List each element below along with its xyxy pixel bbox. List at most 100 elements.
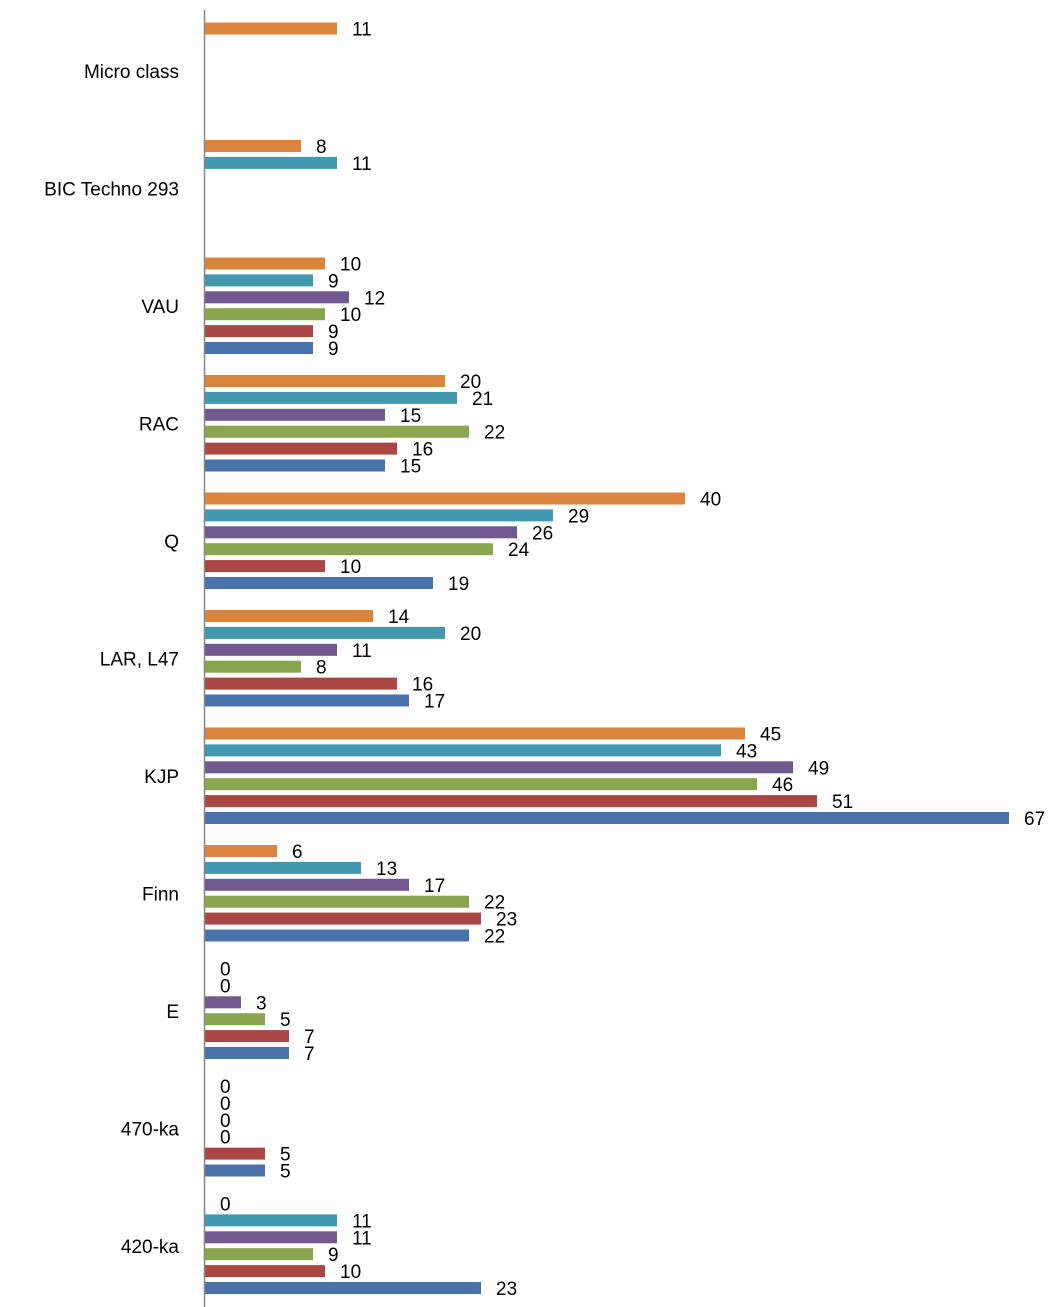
data-label-vau-series-3: 10 bbox=[340, 305, 361, 326]
data-label-finn-series-3: 22 bbox=[484, 893, 505, 914]
data-label-bic-techno-293-series-6: 8 bbox=[316, 137, 327, 158]
data-label-vau-series-5: 9 bbox=[328, 271, 339, 292]
data-label-470-ka-series-6: 0 bbox=[220, 1077, 231, 1098]
category-label-420-ka: 420-ka bbox=[121, 1237, 180, 1258]
data-label-finn-series-5: 13 bbox=[376, 859, 397, 880]
data-label-micro-class-series-6: 11 bbox=[352, 20, 372, 41]
category-label-finn: Finn bbox=[142, 884, 179, 905]
bar-rac-series-5 bbox=[205, 391, 457, 404]
bar-finn-series-1 bbox=[205, 929, 469, 942]
data-label-e-series-4: 3 bbox=[256, 993, 267, 1014]
data-label-rac-series-1: 15 bbox=[400, 457, 421, 478]
data-label-bic-techno-293-series-5: 11 bbox=[352, 154, 372, 175]
data-label-q-series-4: 26 bbox=[532, 523, 553, 544]
bar-vau-series-4 bbox=[205, 291, 349, 304]
bar-rac-series-4 bbox=[205, 408, 385, 421]
bar-420-ka-series-4 bbox=[205, 1231, 337, 1244]
bar-kjp-series-2 bbox=[205, 795, 817, 808]
data-label-kjp-series-1: 67 bbox=[1024, 809, 1045, 830]
data-label-lar-l47-series-6: 14 bbox=[388, 607, 410, 628]
data-label-q-series-2: 10 bbox=[340, 557, 361, 578]
bar-bic-techno-293-series-5 bbox=[205, 156, 337, 169]
bar-470-ka-series-1 bbox=[205, 1164, 265, 1177]
data-label-420-ka-series-1: 23 bbox=[496, 1279, 517, 1300]
bar-kjp-series-4 bbox=[205, 761, 793, 774]
bar-vau-series-1 bbox=[205, 342, 313, 354]
category-label-q: Q bbox=[164, 532, 179, 553]
data-label-q-series-3: 24 bbox=[508, 540, 530, 561]
bar-bic-techno-293-series-6 bbox=[205, 140, 301, 152]
data-label-e-series-6: 0 bbox=[220, 960, 231, 981]
bar-finn-series-6 bbox=[205, 845, 277, 857]
category-label-470-ka: 470-ka bbox=[121, 1119, 180, 1140]
data-label-rac-series-6: 20 bbox=[460, 372, 481, 393]
data-label-rac-series-3: 22 bbox=[484, 423, 505, 444]
bar-lar-l47-series-4 bbox=[205, 643, 337, 656]
category-label-lar-l47: LAR, L47 bbox=[100, 649, 179, 670]
bar-470-ka-series-2 bbox=[205, 1147, 265, 1160]
bar-q-series-5 bbox=[205, 509, 553, 522]
data-label-kjp-series-4: 49 bbox=[808, 758, 829, 779]
data-label-q-series-5: 29 bbox=[568, 506, 589, 527]
category-label-bic-techno-293: BIC Techno 293 bbox=[44, 179, 179, 200]
category-label-kjp: KJP bbox=[144, 767, 179, 788]
data-label-e-series-2: 7 bbox=[304, 1027, 315, 1048]
data-label-kjp-series-6: 45 bbox=[760, 725, 781, 746]
bar-finn-series-5 bbox=[205, 861, 361, 874]
data-label-420-ka-series-3: 9 bbox=[328, 1245, 339, 1266]
data-label-finn-series-2: 23 bbox=[496, 910, 517, 931]
data-label-rac-series-4: 15 bbox=[400, 406, 421, 427]
bar-kjp-series-5 bbox=[205, 744, 721, 757]
data-label-e-series-3: 5 bbox=[280, 1010, 291, 1031]
data-label-470-ka-series-2: 5 bbox=[280, 1145, 291, 1166]
bar-q-series-6 bbox=[205, 492, 685, 505]
data-label-470-ka-series-3: 0 bbox=[220, 1128, 231, 1149]
bar-e-series-3 bbox=[205, 1013, 265, 1026]
category-label-rac: RAC bbox=[139, 414, 179, 435]
data-labels: 2310911110550000775300222322171366751464… bbox=[220, 20, 1045, 1301]
bar-vau-series-6 bbox=[205, 257, 325, 270]
bar-vau-series-3 bbox=[205, 308, 325, 321]
bar-rac-series-2 bbox=[205, 442, 397, 455]
data-label-lar-l47-series-1: 17 bbox=[424, 692, 445, 713]
bars-layer bbox=[205, 22, 1009, 1294]
bar-lar-l47-series-6 bbox=[205, 610, 373, 622]
data-label-lar-l47-series-2: 16 bbox=[412, 675, 433, 696]
data-label-vau-series-2: 9 bbox=[328, 322, 339, 343]
data-label-kjp-series-5: 43 bbox=[736, 741, 757, 762]
data-label-420-ka-series-6: 0 bbox=[220, 1195, 231, 1216]
data-label-kjp-series-3: 46 bbox=[772, 775, 793, 796]
bar-e-series-1 bbox=[205, 1047, 289, 1059]
bar-lar-l47-series-5 bbox=[205, 626, 445, 639]
data-label-420-ka-series-4: 11 bbox=[352, 1228, 372, 1249]
data-label-finn-series-6: 6 bbox=[292, 842, 303, 863]
bar-finn-series-4 bbox=[205, 878, 409, 891]
data-label-lar-l47-series-4: 11 bbox=[352, 641, 372, 662]
bar-q-series-2 bbox=[205, 560, 325, 573]
bar-420-ka-series-1 bbox=[205, 1282, 481, 1294]
bar-kjp-series-1 bbox=[205, 812, 1009, 824]
bar-420-ka-series-5 bbox=[205, 1214, 337, 1227]
category-label-micro-class: Micro class bbox=[84, 62, 179, 83]
bar-lar-l47-series-1 bbox=[205, 694, 409, 707]
data-label-420-ka-series-5: 11 bbox=[352, 1211, 372, 1232]
data-label-finn-series-4: 17 bbox=[424, 876, 445, 897]
category-label-vau: VAU bbox=[141, 297, 179, 318]
bar-kjp-series-3 bbox=[205, 778, 757, 791]
data-label-lar-l47-series-5: 20 bbox=[460, 624, 481, 645]
data-label-kjp-series-2: 51 bbox=[832, 792, 853, 813]
bar-vau-series-2 bbox=[205, 325, 313, 338]
bar-e-series-2 bbox=[205, 1030, 289, 1043]
bar-lar-l47-series-2 bbox=[205, 677, 397, 690]
bar-e-series-4 bbox=[205, 996, 241, 1009]
bar-lar-l47-series-3 bbox=[205, 660, 301, 673]
data-label-finn-series-1: 22 bbox=[484, 927, 505, 948]
bar-420-ka-series-3 bbox=[205, 1248, 313, 1261]
category-label-e: E bbox=[166, 1002, 179, 1023]
data-label-q-series-1: 19 bbox=[448, 574, 469, 595]
data-label-e-series-1: 7 bbox=[304, 1044, 315, 1065]
category-labels: 420-ka 470-ka E Finn KJP LAR, L47 Q RAC VAU BIC T… bbox=[44, 62, 179, 1258]
data-label-470-ka-series-4: 0 bbox=[220, 1111, 231, 1132]
bar-finn-series-3 bbox=[205, 895, 469, 908]
